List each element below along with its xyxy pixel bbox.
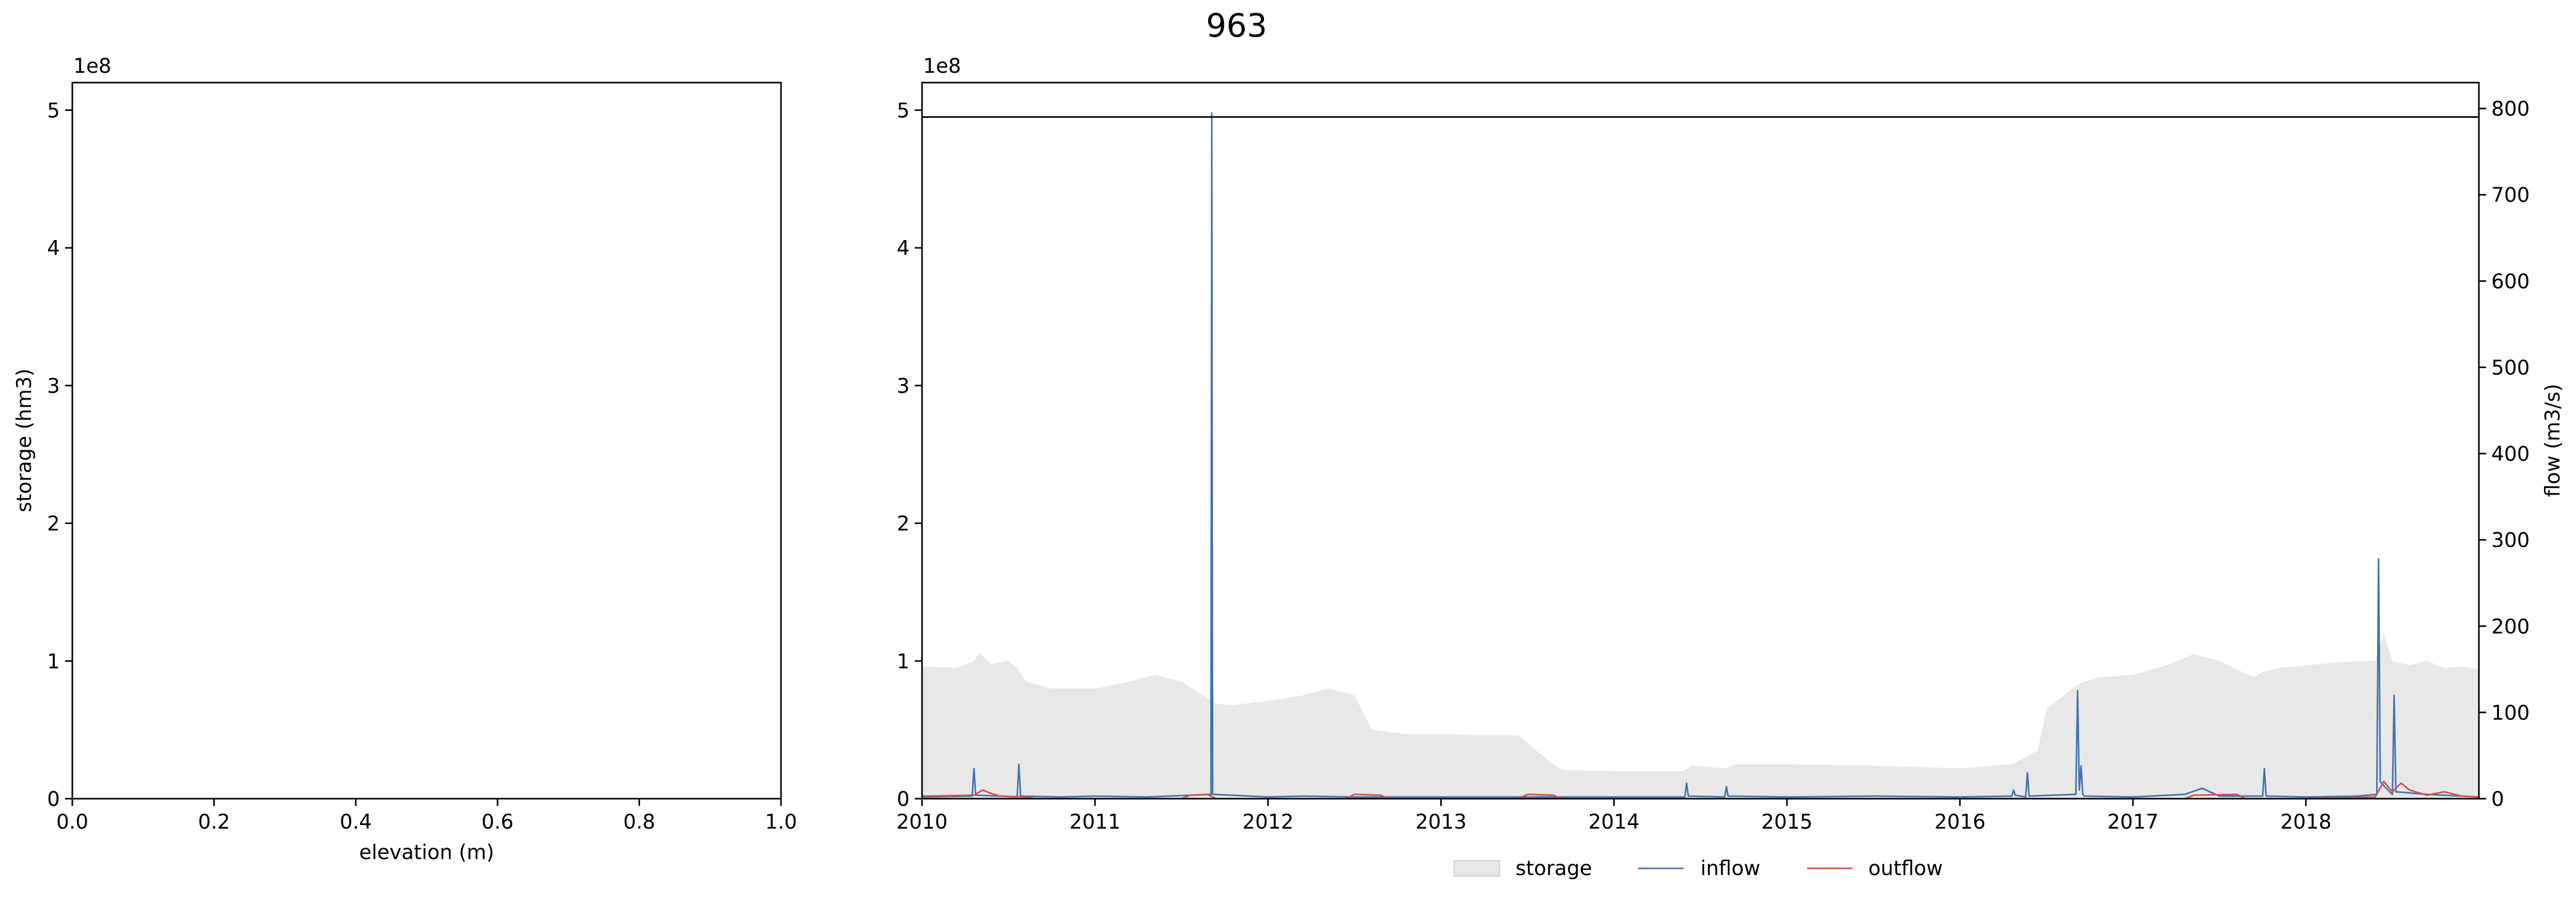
storage-elevation-panel: 0.0 0.2 0.4 0.6 0.8 1.0 0 1 2 3 4 5 1e8 elevation … <box>13 55 797 864</box>
left-plot-frame <box>71 82 782 800</box>
left-y-tick-label: 0 <box>47 788 60 811</box>
left-x-tick-label: 0.2 <box>198 811 230 834</box>
right-x-tick-label: 2016 <box>1934 811 1986 834</box>
left-y-offset-label: 1e8 <box>73 55 112 78</box>
figure-title: 963 <box>1206 7 1267 44</box>
left-y-ticks: 0 1 2 3 4 5 <box>47 99 72 811</box>
right-right-y-tick-label: 700 <box>2491 184 2530 207</box>
right-right-y-ticks: 0 100 200 300 400 500 600 700 800 <box>2479 98 2530 811</box>
right-x-tick-label: 2010 <box>896 811 947 834</box>
left-x-tick-label: 1.0 <box>765 811 797 834</box>
left-y-tick-label: 3 <box>47 375 60 398</box>
legend: storage inflow outflow <box>1454 857 1943 880</box>
right-x-ticks: 2010 2011 2012 2013 2014 2015 2016 2017 2018 <box>896 799 2332 834</box>
right-left-y-tick-label: 2 <box>897 513 910 536</box>
storage-area <box>922 633 2479 799</box>
left-y-tick-label: 4 <box>47 237 60 260</box>
legend-swatch-storage <box>1454 860 1500 877</box>
right-y-offset-label: 1e8 <box>923 55 961 78</box>
right-left-y-tick-label: 1 <box>897 650 910 673</box>
right-y-axis-label: flow (m3/s) <box>2541 384 2565 497</box>
right-x-tick-label: 2013 <box>1415 811 1466 834</box>
right-x-tick-label: 2012 <box>1242 811 1293 834</box>
right-right-y-tick-label: 800 <box>2491 98 2530 121</box>
legend-label-outflow: outflow <box>1868 857 1943 880</box>
left-x-tick-label: 0.6 <box>481 811 513 834</box>
right-x-tick-label: 2018 <box>2280 811 2331 834</box>
right-right-y-tick-label: 300 <box>2491 529 2530 552</box>
left-x-tick-label: 0.4 <box>340 811 372 834</box>
legend-label-inflow: inflow <box>1700 857 1760 880</box>
right-right-y-tick-label: 500 <box>2491 356 2530 379</box>
right-x-tick-label: 2015 <box>1761 811 1813 834</box>
right-left-y-tick-label: 0 <box>897 788 910 811</box>
reservoir-timeseries-panel: 2010 2011 2012 2013 2014 2015 2016 2017 2018 0 1 2… <box>896 55 2565 834</box>
left-x-tick-label: 0.8 <box>623 811 655 834</box>
right-left-y-tick-label: 3 <box>897 375 910 398</box>
legend-label-storage: storage <box>1516 857 1592 880</box>
right-x-tick-label: 2011 <box>1069 811 1120 834</box>
left-y-tick-label: 5 <box>47 99 60 122</box>
right-right-y-tick-label: 0 <box>2491 788 2504 811</box>
right-left-y-tick-label: 4 <box>897 237 910 260</box>
right-x-tick-label: 2014 <box>1588 811 1640 834</box>
left-x-ticks: 0.0 0.2 0.4 0.6 0.8 1.0 <box>56 799 797 834</box>
left-y-tick-label: 2 <box>47 513 60 536</box>
right-x-tick-label: 2017 <box>2107 811 2159 834</box>
left-x-tick-label: 0.0 <box>56 811 88 834</box>
inflow-line <box>922 112 2479 798</box>
right-right-y-tick-label: 100 <box>2491 702 2530 725</box>
right-right-y-tick-label: 600 <box>2491 270 2530 293</box>
right-right-y-tick-label: 200 <box>2491 615 2530 639</box>
left-y-axis-label: storage (hm3) <box>13 369 36 513</box>
right-left-y-tick-label: 5 <box>897 99 910 122</box>
left-y-tick-label: 1 <box>47 650 60 673</box>
left-x-axis-label: elevation (m) <box>359 841 494 864</box>
series-layer <box>922 112 2479 800</box>
right-left-y-ticks: 0 1 2 3 4 5 <box>897 99 922 811</box>
right-right-y-tick-label: 400 <box>2491 443 2530 466</box>
right-plot-frame <box>921 82 2480 800</box>
